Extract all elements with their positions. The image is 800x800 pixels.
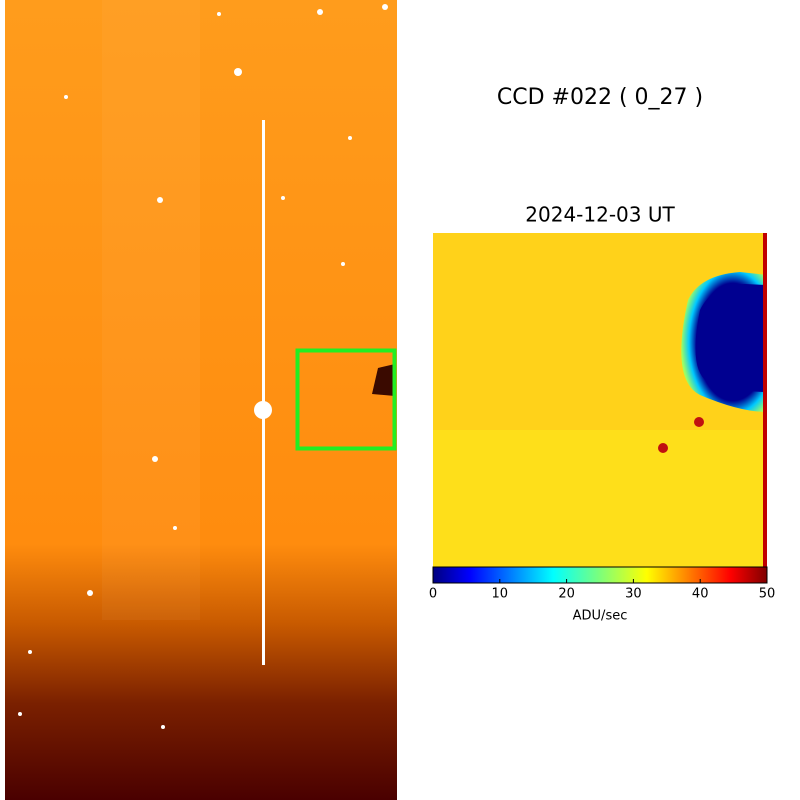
inset-title: 2024-12-03 UT [525,203,675,227]
colorbar-tick-label: 20 [558,587,575,602]
colorbar-tick-label: 40 [692,587,709,602]
inset-image [433,233,767,567]
colorbar-tick-label: 10 [492,587,509,602]
colorbar-tick-label: 0 [429,587,437,602]
colorbar-tick-label: 30 [625,587,642,602]
colorbar-tick-label: 50 [759,587,776,602]
ccd-image [5,0,397,800]
figure-title: CCD #022 ( 0_27 ) [497,85,703,110]
colorbar [432,566,768,584]
colorbar-label: ADU/sec [573,609,628,624]
